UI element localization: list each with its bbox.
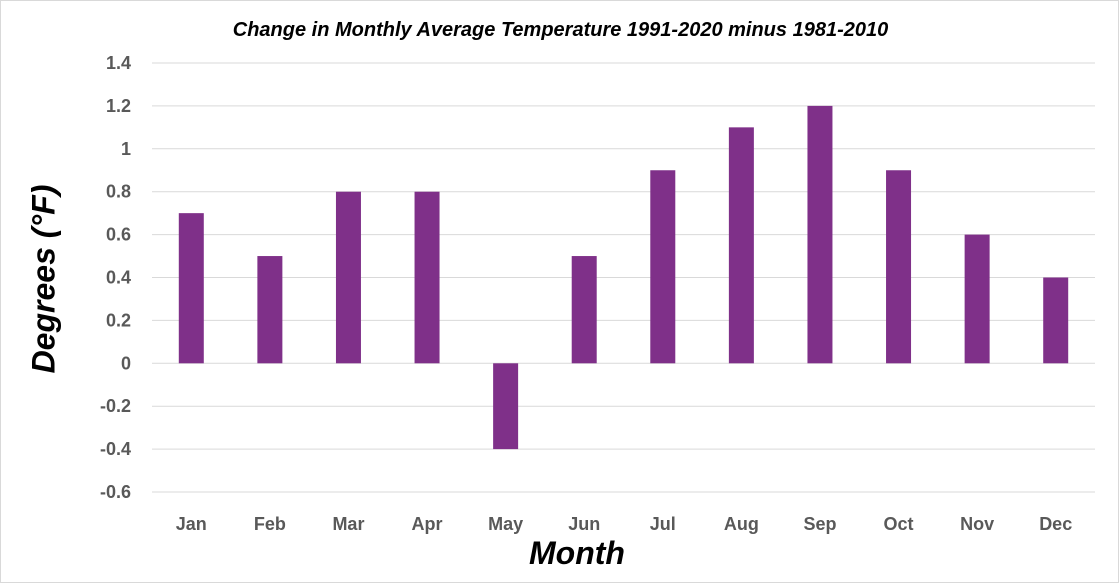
x-tick-label: Apr [412,514,443,534]
y-tick-label: 0.2 [106,310,131,330]
bar-may [493,363,519,450]
bar-sep [807,105,833,364]
x-tick-label: Dec [1039,514,1072,534]
y-tick-label: 0 [121,353,131,373]
x-tick-label: Sep [803,514,836,534]
x-tick-label: Mar [332,514,364,534]
bar-jun [571,256,597,364]
x-tick-label: Feb [254,514,286,534]
y-tick-label: 1 [121,139,131,159]
bar-jul [650,170,676,364]
x-tick-label: Nov [960,514,994,534]
bar-dec [1043,277,1069,364]
bar-jan [178,213,204,364]
x-tick-label: Oct [884,514,914,534]
bar-nov [964,234,990,364]
x-tick-label: Aug [724,514,759,534]
bar-mar [335,191,361,364]
y-tick-label: 1.2 [106,96,131,116]
bar-apr [414,191,440,364]
bar-aug [728,127,754,364]
x-tick-label: Jan [176,514,207,534]
y-tick-label: -0.2 [100,396,131,416]
y-tick-label: 0.4 [106,268,131,288]
bar-oct [886,170,912,364]
y-tick-label: 0.8 [106,182,131,202]
x-tick-label: Jul [650,514,676,534]
y-tick-label: -0.6 [100,482,131,502]
y-tick-label: 1.4 [106,53,131,73]
y-tick-label: -0.4 [100,439,131,459]
chart-title: Change in Monthly Average Temperature 19… [232,19,889,41]
x-tick-label: Jun [568,514,600,534]
y-tick-label: 0.6 [106,225,131,245]
x-axis-title: Month [529,535,625,571]
x-tick-label: May [488,514,523,534]
bar-feb [257,256,283,364]
